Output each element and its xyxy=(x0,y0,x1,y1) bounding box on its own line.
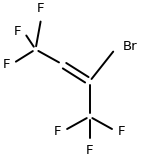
Text: F: F xyxy=(118,125,125,138)
Text: F: F xyxy=(86,144,93,157)
Text: Br: Br xyxy=(122,40,137,53)
Text: F: F xyxy=(3,58,10,71)
Text: F: F xyxy=(37,2,44,15)
Text: F: F xyxy=(54,125,61,138)
Text: F: F xyxy=(14,25,22,38)
